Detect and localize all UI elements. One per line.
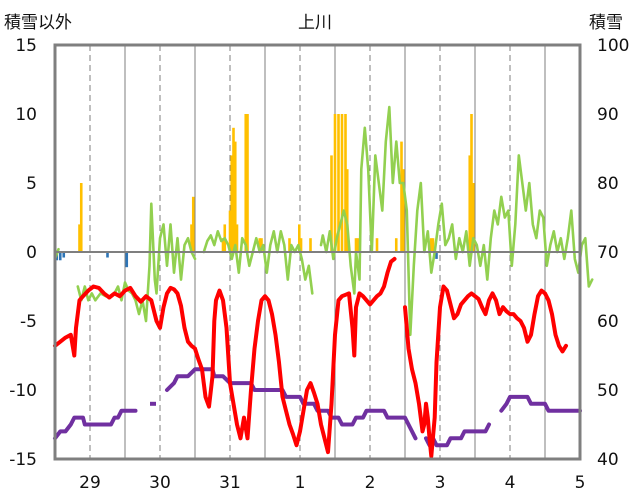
temperature-line <box>53 256 397 455</box>
precip-bar <box>230 155 234 252</box>
precip-bar <box>260 238 263 252</box>
precip-bar <box>401 169 405 252</box>
y-left-tick-label: 15 <box>15 36 37 56</box>
x-tick-label: 30 <box>149 473 171 493</box>
precip-bar <box>244 114 248 252</box>
wind-line <box>202 230 314 295</box>
precip-bar <box>79 183 83 252</box>
precip-bar <box>356 238 360 252</box>
series-lines <box>53 105 594 459</box>
temperature-line <box>403 284 568 459</box>
y-left-tick-label: 5 <box>26 174 37 194</box>
precip-bar <box>471 183 475 252</box>
precip-bar <box>333 114 337 252</box>
precip-bar <box>429 238 433 252</box>
y-right-tick-label: 80 <box>597 174 619 194</box>
x-tick-label: 5 <box>575 473 586 493</box>
y-left-tick-label: 0 <box>26 243 37 263</box>
precip-bar <box>246 114 249 252</box>
precip-bar <box>258 238 262 252</box>
plot-frame <box>53 43 582 461</box>
x-tick-label: 4 <box>505 473 516 493</box>
wind-line <box>319 105 594 337</box>
x-tick-label: 3 <box>435 473 446 493</box>
x-tick-label: 31 <box>219 473 241 493</box>
precip-bar <box>468 155 472 252</box>
precip-bar <box>337 114 340 252</box>
precip-bar <box>235 224 239 252</box>
precip-bar <box>309 238 312 252</box>
y-left-tick-label: -15 <box>9 450 37 470</box>
precip-bar <box>340 114 344 252</box>
precip_negative-bar <box>435 252 438 259</box>
snow_depth-line <box>53 408 138 441</box>
precip-bar <box>298 224 301 252</box>
x-tick-label: 2 <box>365 473 376 493</box>
precip-bar <box>288 238 291 252</box>
precip-bar <box>330 155 333 252</box>
precip-bar <box>299 238 303 252</box>
precip-bar <box>233 141 237 252</box>
precip-bar <box>394 238 398 252</box>
y-right-tick-label: 90 <box>597 105 619 125</box>
x-tick-label: 1 <box>295 473 306 493</box>
precip-bar <box>345 169 349 252</box>
y-right-tick-label: 60 <box>597 312 619 332</box>
y-left-tick-label: -5 <box>20 312 37 332</box>
chart-title: 上川 <box>298 13 332 33</box>
precip_negative-bar <box>106 252 109 258</box>
precip-bar <box>78 224 81 252</box>
y-left-tick-label: -10 <box>9 381 37 401</box>
y-axis-right-title: 積雪 <box>589 13 623 33</box>
y-right-tick-label: 100 <box>597 36 629 56</box>
precip-bar <box>470 114 473 252</box>
precip-bar <box>354 238 358 252</box>
y-axis-left-title: 積雪以外 <box>4 13 72 33</box>
precip-bar <box>344 114 347 252</box>
x-tick-label: 29 <box>79 473 101 493</box>
precip-bar <box>232 127 235 252</box>
plot-border <box>53 43 582 461</box>
y-right-tick-label: 50 <box>597 381 619 401</box>
snow_depth-line <box>499 394 582 413</box>
y-left-tick-label: 10 <box>15 105 37 125</box>
precip_negative-bar <box>62 252 66 258</box>
precip_negative-bar <box>125 252 129 268</box>
y-right-tick-label: 70 <box>597 243 619 263</box>
precip_negative-bar <box>58 252 62 261</box>
precip-bar <box>190 224 193 252</box>
y-right-tick-label: 40 <box>597 450 619 470</box>
precip-bar <box>191 196 195 252</box>
precip-bar <box>221 238 225 252</box>
precip-bar <box>400 141 403 252</box>
precip-bar <box>228 210 232 252</box>
precip-bar <box>431 238 435 252</box>
precip-bar <box>375 238 379 252</box>
